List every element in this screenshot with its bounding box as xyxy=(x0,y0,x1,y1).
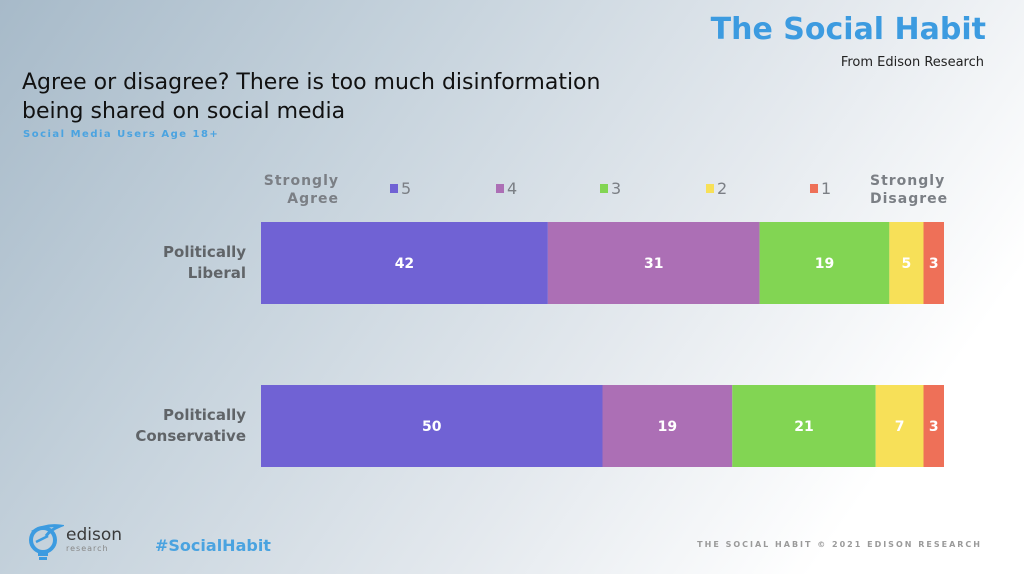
bar-segment-4 xyxy=(547,222,760,304)
data-label: 7 xyxy=(895,419,905,435)
bar-segment-2 xyxy=(875,385,924,467)
logo-subtext: research xyxy=(66,544,109,553)
bar-segment-1 xyxy=(923,222,944,304)
legend-swatch xyxy=(600,184,608,193)
legend-item-2: 2 xyxy=(706,179,727,198)
data-label: 19 xyxy=(658,419,677,435)
data-label: 3 xyxy=(929,256,939,272)
legend-swatch xyxy=(496,184,504,193)
legend-swatch xyxy=(706,184,714,193)
bar-segment-3 xyxy=(759,222,890,304)
legend-swatch xyxy=(390,184,398,193)
data-label: 3 xyxy=(929,419,939,435)
legend-label: 4 xyxy=(507,179,518,198)
bar-segment-5 xyxy=(261,385,603,467)
category-label: Politically Conservative xyxy=(135,406,246,445)
legend-item-3: 3 xyxy=(600,179,621,198)
edison-logo: edison research xyxy=(26,522,122,562)
brand-subtitle: From Edison Research xyxy=(840,55,984,70)
bar-segment-5 xyxy=(261,222,548,304)
brand-title: The Social Habit xyxy=(710,12,986,47)
data-label: 21 xyxy=(794,419,813,435)
bar-segment-4 xyxy=(602,385,733,467)
copyright: THE SOCIAL HABIT © 2021 EDISON RESEARCH xyxy=(697,540,982,549)
legend-item-1: 1 xyxy=(810,179,831,198)
legend-strongly-disagree: Strongly Disagree xyxy=(870,173,949,207)
chart-title: Agree or disagree? There is too much dis… xyxy=(22,70,601,124)
legend-swatch xyxy=(810,184,818,193)
legend-label: 3 xyxy=(611,179,622,198)
data-label: 50 xyxy=(422,419,442,435)
legend-strongly-agree: Strongly Agree xyxy=(263,173,339,207)
logo-wordmark: edison xyxy=(66,525,123,545)
data-label: 19 xyxy=(815,256,834,272)
bar-segment-2 xyxy=(889,222,924,304)
legend-label: 1 xyxy=(821,179,832,198)
legend-item-4: 4 xyxy=(496,179,517,198)
legend-item-5: 5 xyxy=(390,179,411,198)
legend-label: 2 xyxy=(717,179,728,198)
data-label: 42 xyxy=(395,256,414,272)
hashtag: #SocialHabit xyxy=(155,536,271,555)
bar-segment-3 xyxy=(732,385,876,467)
bar-segment-1 xyxy=(923,385,944,467)
legend-label: 5 xyxy=(401,179,412,198)
data-label: 31 xyxy=(644,256,663,272)
chart-subtitle: Social Media Users Age 18+ xyxy=(23,129,220,140)
data-label: 5 xyxy=(902,256,912,272)
lightbulb-logo-icon xyxy=(29,524,64,560)
category-label: Politically Liberal xyxy=(163,243,246,282)
